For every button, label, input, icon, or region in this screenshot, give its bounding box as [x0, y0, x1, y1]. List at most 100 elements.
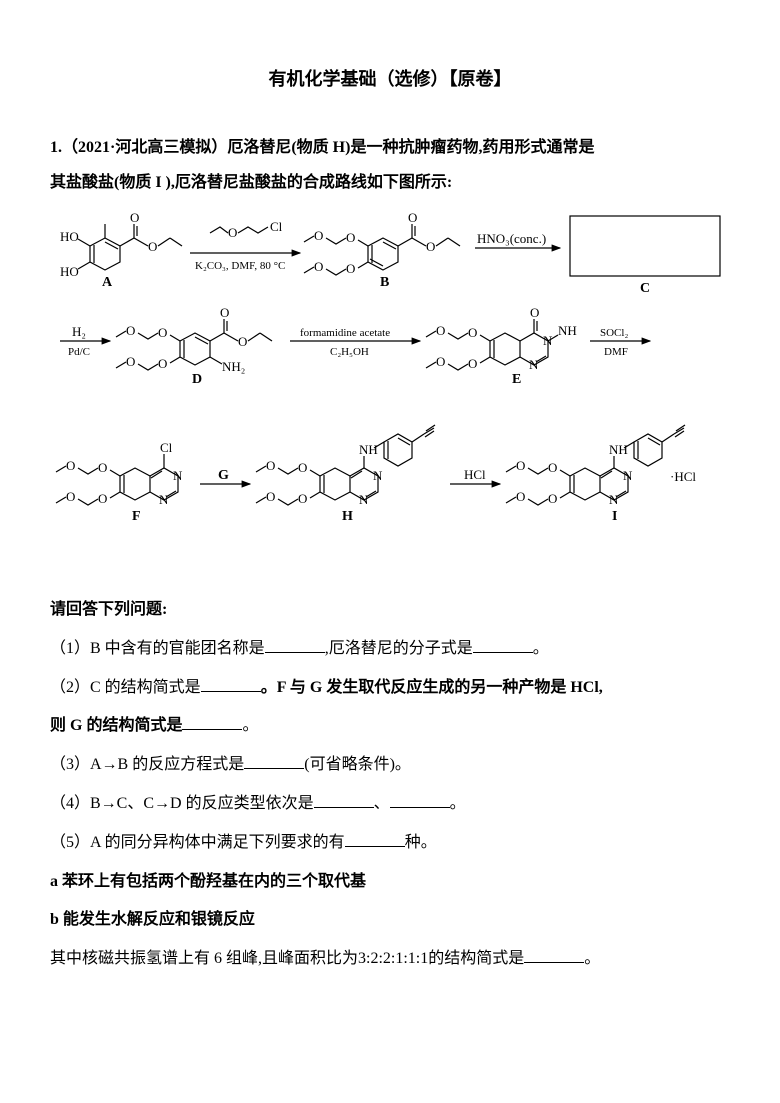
svg-text:O: O: [228, 225, 237, 240]
q1-text-c: 。: [533, 640, 549, 657]
svg-text:N: N: [373, 468, 383, 483]
blank: [345, 830, 405, 847]
svg-text:O: O: [158, 325, 167, 340]
svg-text:O: O: [346, 261, 355, 276]
blank: [244, 752, 304, 769]
svg-text:O: O: [98, 460, 107, 475]
svg-text:O: O: [66, 489, 75, 504]
q5-option-b: b 能发生水解反应和银镜反应: [50, 902, 730, 939]
q3-text-a: （3）A→B 的反应方程式是: [50, 756, 244, 773]
svg-text:Pd/C: Pd/C: [68, 346, 90, 358]
svg-text:O: O: [98, 491, 107, 506]
blank: [390, 791, 450, 808]
svg-text:SOCl₂: SOCl₂: [600, 327, 628, 339]
svg-text:NH: NH: [609, 442, 628, 457]
q4-text-c: 。: [450, 795, 466, 812]
svg-text:formamidine acetate: formamidine acetate: [300, 327, 390, 339]
svg-text:O: O: [158, 356, 167, 371]
q5-text-b: 种。: [405, 834, 437, 851]
svg-text:O: O: [408, 210, 417, 225]
svg-text:N: N: [159, 492, 169, 507]
svg-text:O: O: [530, 305, 539, 320]
svg-text:O: O: [548, 460, 557, 475]
svg-text:O: O: [468, 356, 477, 371]
svg-text:O: O: [548, 491, 557, 506]
blank: [182, 713, 242, 730]
question-header: 请回答下列问题:: [50, 592, 730, 629]
svg-text:NH: NH: [558, 323, 577, 338]
svg-text:F: F: [132, 509, 141, 524]
q2-text-c: 则 G 的结构简式是: [50, 717, 182, 734]
question-2-line-2: 则 G 的结构简式是 。: [50, 708, 730, 745]
reaction-scheme: .st{stroke:#000;stroke-width:1.2;fill:no…: [50, 206, 730, 586]
question-4: （4）B→C、C→D 的反应类型依次是 、 。: [50, 786, 730, 823]
blank: [524, 946, 584, 963]
svg-text:O: O: [516, 489, 525, 504]
svg-text:H: H: [342, 509, 353, 524]
svg-text:O: O: [468, 325, 477, 340]
svg-text:O: O: [346, 230, 355, 245]
svg-text:O: O: [314, 259, 323, 274]
svg-text:O: O: [436, 354, 445, 369]
svg-text:D: D: [192, 372, 202, 387]
blank: [201, 675, 261, 692]
svg-text:N: N: [529, 357, 539, 372]
svg-text:I: I: [612, 509, 617, 524]
svg-text:C₂H₅OH: C₂H₅OH: [330, 346, 369, 358]
q5c-text-b: 。: [584, 950, 600, 967]
q2-text-d: 。: [242, 717, 258, 734]
q1-text-a: （1）B 中含有的官能团名称是: [50, 640, 265, 657]
intro-line-2: 其盐酸盐(物质 I ),厄洛替尼盐酸盐的合成路线如下图所示:: [50, 165, 730, 200]
svg-text:O: O: [130, 210, 139, 225]
q5-line-c: 其中核磁共振氢谱上有 6 组峰,且峰面积比为3:2:2:1:1:1的结构简式是 。: [50, 941, 730, 978]
svg-text:O: O: [298, 491, 307, 506]
svg-text:N: N: [173, 468, 183, 483]
svg-text:C: C: [640, 281, 650, 296]
svg-text:NH₂: NH₂: [222, 359, 245, 374]
svg-text:O: O: [314, 228, 323, 243]
svg-text:N: N: [609, 492, 619, 507]
svg-text:Cl: Cl: [160, 440, 173, 455]
svg-text:NH: NH: [359, 442, 378, 457]
question-1: （1）B 中含有的官能团名称是 ,厄洛替尼的分子式是 。: [50, 631, 730, 668]
svg-text:O: O: [516, 458, 525, 473]
svg-text:HO: HO: [60, 229, 79, 244]
q2-text-b: 。F 与 G 发生取代反应生成的另一种产物是 HCl,: [261, 679, 603, 696]
blank: [265, 636, 325, 653]
blank: [314, 791, 374, 808]
svg-text:H₂: H₂: [72, 324, 86, 339]
svg-text:O: O: [66, 458, 75, 473]
svg-text:O: O: [148, 239, 157, 254]
q1-text-b: ,厄洛替尼的分子式是: [325, 640, 473, 657]
svg-text:DMF: DMF: [604, 346, 628, 358]
question-3: （3）A→B 的反应方程式是 (可省略条件)。: [50, 747, 730, 784]
q4-text-b: 、: [374, 795, 390, 812]
svg-text:E: E: [512, 372, 521, 387]
svg-text:O: O: [426, 239, 435, 254]
svg-text:O: O: [238, 334, 247, 349]
question-5: （5）A 的同分异构体中满足下列要求的有 种。: [50, 825, 730, 862]
q3-text-b: (可省略条件)。: [304, 756, 411, 773]
svg-text:O: O: [436, 323, 445, 338]
svg-text:HO: HO: [60, 264, 79, 279]
svg-text:A: A: [102, 275, 113, 290]
svg-text:O: O: [266, 489, 275, 504]
svg-text:Cl: Cl: [270, 219, 283, 234]
svg-text:O: O: [266, 458, 275, 473]
q5c-text-a: 其中核磁共振氢谱上有 6 组峰,且峰面积比为3:2:2:1:1:1的结构简式是: [50, 950, 524, 967]
svg-text:N: N: [623, 468, 633, 483]
intro-line-1: 1.（2021·河北高三模拟）厄洛替尼(物质 H)是一种抗肿瘤药物,药用形式通常…: [50, 130, 730, 165]
svg-text:N: N: [359, 492, 369, 507]
q5-option-a: a 苯环上有包括两个酚羟基在内的三个取代基: [50, 864, 730, 901]
svg-text:O: O: [126, 323, 135, 338]
blank: [473, 636, 533, 653]
q2-text-a: （2）C 的结构简式是: [50, 679, 201, 696]
page-title: 有机化学基础（选修）【原卷】: [50, 60, 730, 100]
svg-text:O: O: [220, 305, 229, 320]
svg-text:K₂CO₃, DMF, 80 °C: K₂CO₃, DMF, 80 °C: [195, 260, 285, 272]
question-2-line-1: （2）C 的结构简式是 。F 与 G 发生取代反应生成的另一种产物是 HCl,: [50, 670, 730, 707]
svg-text:O: O: [126, 354, 135, 369]
q5-text-a: （5）A 的同分异构体中满足下列要求的有: [50, 834, 345, 851]
svg-text:HCl: HCl: [464, 467, 486, 482]
q4-text-a: （4）B→C、C→D 的反应类型依次是: [50, 795, 314, 812]
